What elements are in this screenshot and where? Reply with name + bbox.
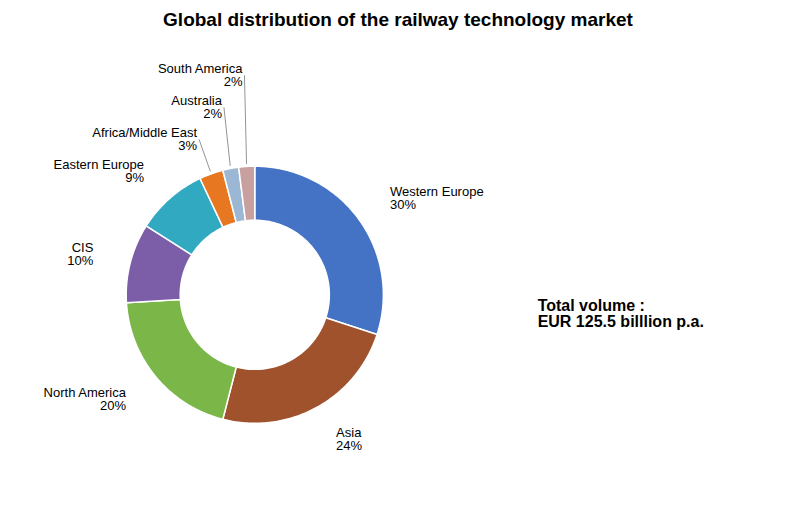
svg-text:CIS10%: CIS10% — [67, 240, 93, 268]
svg-text:North America20%: North America20% — [44, 385, 127, 413]
svg-text:Asia24%: Asia24% — [336, 425, 362, 453]
svg-text:Total volume :EUR 125.5 billli: Total volume :EUR 125.5 billlion p.a. — [538, 297, 704, 330]
svg-text:Western Europe30%: Western Europe30% — [390, 184, 484, 212]
html-text:Global distribution of the rai: Global distribution of the railway techn… — [163, 9, 633, 30]
svg-text:Africa/Middle East3%: Africa/Middle East3% — [92, 125, 197, 153]
svg-text:South America2%: South America2% — [158, 61, 243, 89]
svg-text:Eastern Europe9%: Eastern Europe9% — [54, 157, 145, 185]
svg-text:Australia2%: Australia2% — [171, 93, 222, 121]
